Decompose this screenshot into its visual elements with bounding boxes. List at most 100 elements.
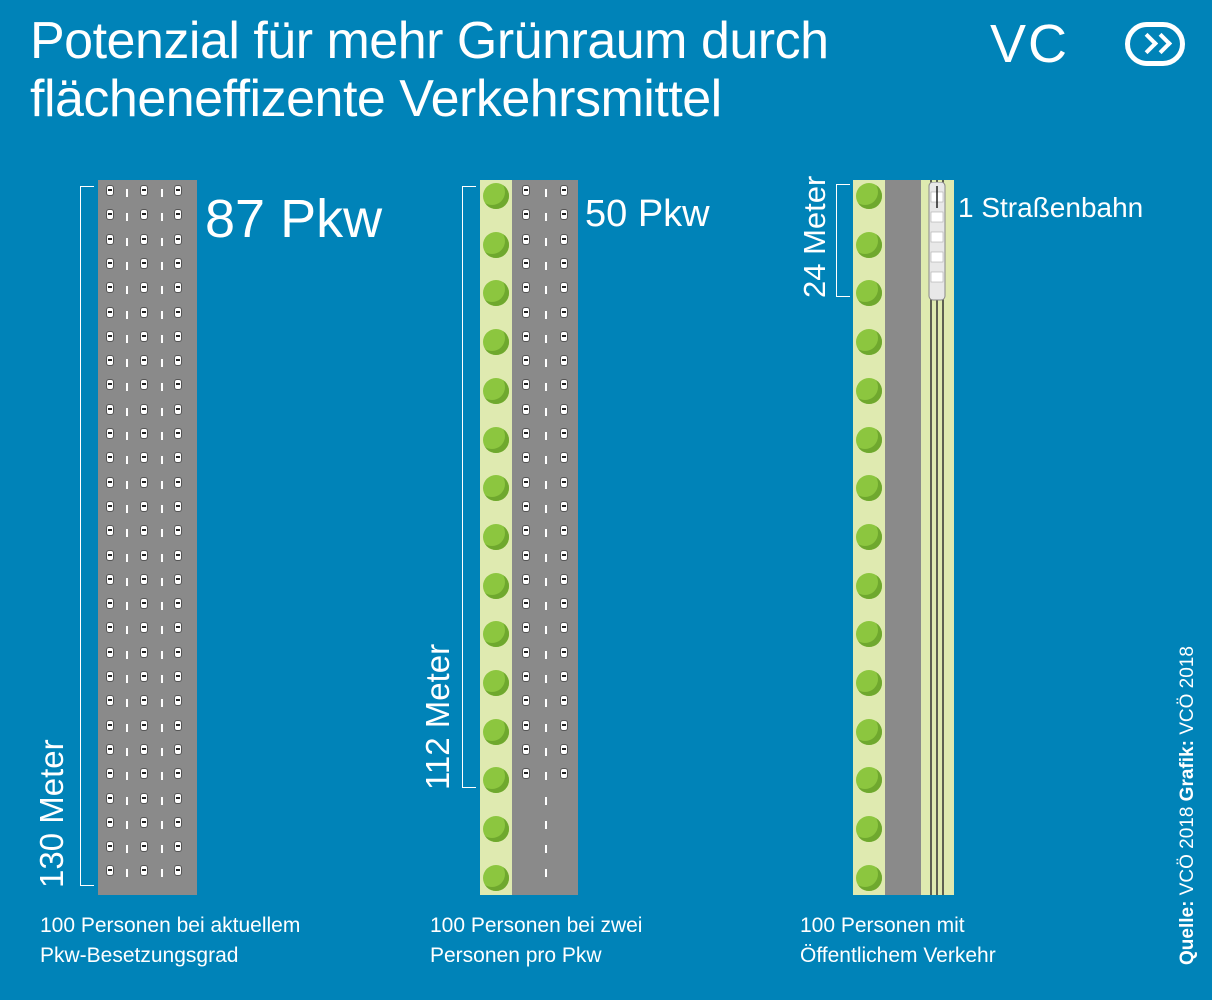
tree-icon	[856, 816, 882, 843]
car-icon	[560, 476, 568, 488]
car-icon	[106, 719, 114, 731]
lane-dash	[161, 650, 163, 659]
car-icon	[522, 209, 530, 221]
car-icon	[174, 695, 182, 707]
car-icon	[560, 598, 568, 610]
car-icon	[106, 622, 114, 634]
car-icon	[522, 719, 530, 731]
car-icon	[522, 233, 530, 245]
tree-icon	[483, 231, 509, 258]
car-icon	[174, 646, 182, 658]
car-icon	[174, 379, 182, 391]
source-credit: Quelle: VCÖ 2018 Grafik: VCÖ 2018	[1177, 646, 1199, 965]
car-icon	[106, 403, 114, 415]
lane-dash	[161, 261, 163, 270]
lane-dash	[161, 747, 163, 756]
tree-icon	[483, 864, 509, 891]
tree-icon	[483, 183, 509, 209]
car-icon	[174, 306, 182, 318]
car-icon	[174, 622, 182, 634]
lane-dash	[126, 237, 128, 246]
lane-dash	[126, 747, 128, 756]
panel-2-cars	[512, 180, 578, 895]
lane-dash	[161, 407, 163, 416]
car-icon	[140, 403, 148, 415]
car-icon	[522, 573, 530, 585]
car-icon	[560, 671, 568, 682]
car-icon	[106, 330, 114, 342]
car-icon	[174, 768, 182, 780]
lane-dash	[545, 359, 547, 368]
car-icon	[106, 768, 114, 780]
car-icon	[174, 403, 182, 415]
car-icon	[106, 695, 114, 707]
lane-dash	[545, 504, 547, 513]
lane-dash	[126, 529, 128, 538]
lane-dash	[161, 699, 163, 708]
lane-dash	[545, 286, 547, 295]
tram-icon	[928, 182, 946, 301]
car-icon	[140, 841, 148, 853]
car-icon	[106, 233, 114, 245]
lane-dash	[545, 577, 547, 586]
lane-dash	[126, 213, 128, 222]
car-icon	[174, 257, 182, 269]
car-icon	[106, 209, 114, 221]
source-value: VCÖ 2018	[1177, 801, 1198, 901]
panel-3-caption-line-1: 100 Personen mit	[800, 914, 965, 937]
lane-dash	[545, 796, 547, 805]
panel-1-caption-line-1: 100 Personen bei aktuellem	[40, 914, 301, 937]
car-icon	[140, 695, 148, 707]
panel-2-length-bracket	[462, 186, 476, 788]
lane-dash	[126, 310, 128, 319]
car-icon	[140, 671, 148, 682]
lane-dash	[126, 334, 128, 343]
car-icon	[560, 695, 568, 707]
car-icon	[174, 209, 182, 221]
lane-dash	[545, 310, 547, 319]
panel-3-road	[885, 180, 921, 895]
lane-dash	[126, 189, 128, 197]
tree-icon	[483, 329, 509, 356]
car-icon	[140, 646, 148, 658]
car-icon	[106, 671, 114, 682]
lane-dash	[545, 650, 547, 659]
tree-icon	[483, 670, 509, 696]
lane-dash	[545, 529, 547, 538]
panel-3-caption-line-2: Öffentlichem Verkehr	[800, 944, 996, 967]
car-icon	[140, 330, 148, 342]
car-icon	[522, 403, 530, 415]
lane-dash	[126, 286, 128, 295]
tree-icon	[856, 426, 882, 453]
panel-1-caption-line-2: Pkw-Besetzungsgrad	[40, 944, 239, 967]
panel-1-cars	[98, 180, 197, 895]
car-icon	[106, 185, 114, 196]
car-icon	[174, 549, 182, 561]
lane-dash	[161, 237, 163, 246]
car-icon	[106, 355, 114, 367]
car-icon	[106, 257, 114, 269]
car-icon	[140, 282, 148, 294]
car-icon	[522, 476, 530, 488]
lane-dash	[161, 675, 163, 683]
lane-dash	[545, 553, 547, 562]
logo-arrow-icon	[1125, 22, 1185, 66]
car-icon	[106, 598, 114, 610]
lane-dash	[126, 772, 128, 781]
lane-dash	[545, 383, 547, 392]
car-icon	[522, 646, 530, 658]
panel-3-street	[853, 180, 954, 895]
tree-icon	[856, 572, 882, 599]
tree-icon	[856, 670, 882, 696]
car-icon	[522, 743, 530, 755]
car-icon	[174, 500, 182, 512]
car-icon	[522, 379, 530, 391]
car-icon	[522, 500, 530, 512]
car-icon	[174, 185, 182, 196]
car-icon	[140, 500, 148, 512]
car-icon	[174, 282, 182, 294]
car-icon	[106, 549, 114, 561]
lane-dash	[161, 383, 163, 392]
car-icon	[174, 233, 182, 245]
tree-icon	[856, 864, 882, 891]
